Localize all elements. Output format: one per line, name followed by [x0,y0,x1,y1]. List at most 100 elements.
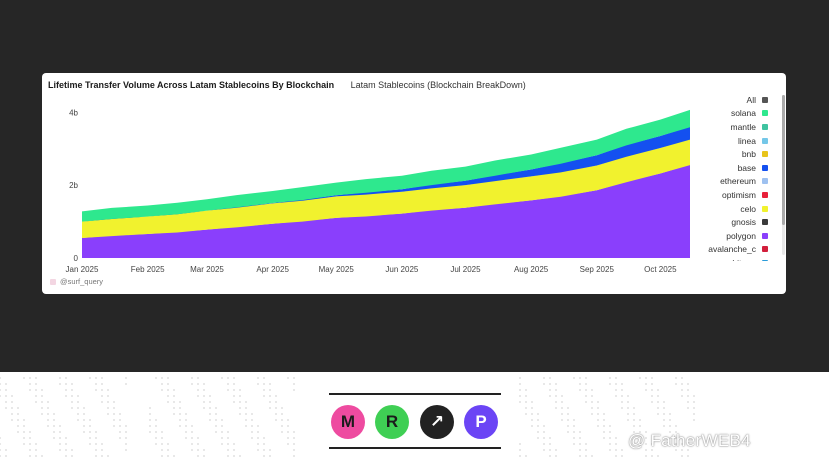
pattern-dot [221,443,223,445]
pattern-dot [167,377,169,379]
pattern-dot [0,377,1,379]
pattern-dot [203,449,205,451]
pattern-dot [645,377,647,379]
legend-swatch [762,96,768,103]
pattern-dot [179,407,181,409]
pattern-dot [0,437,1,439]
pattern-dot [675,431,677,433]
legend-item-celo[interactable]: celo [698,202,782,216]
pattern-dot [597,425,599,427]
legend-swatch [762,151,768,158]
pattern-dot [59,443,61,445]
pattern-dot [281,407,283,409]
legend-label: arbitrum [725,258,756,261]
pattern-dot [59,425,61,427]
pattern-dot [59,377,61,379]
chart-title: Lifetime Transfer Volume Across Latam St… [48,80,335,90]
legend-label: optimism [721,189,756,200]
x-tick-label: Jun 2025 [385,265,418,274]
pattern-dot [251,419,253,421]
x-tick-label: Aug 2025 [514,265,549,274]
pattern-dot [263,437,265,439]
pattern-dot [179,419,181,421]
pattern-dot [71,455,73,457]
pattern-dot [83,431,85,433]
pattern-dot [651,443,653,445]
legend-swatch [762,110,768,117]
legend-item-base[interactable]: base [698,161,782,175]
pattern-dot [651,389,653,391]
pattern-dot [125,431,127,433]
pattern-dot [287,425,289,427]
pattern-dot [615,443,617,445]
pattern-dot [209,407,211,409]
legend-item-bnb[interactable]: bnb [698,147,782,161]
pattern-dot [0,449,1,451]
pattern-dot [555,389,557,391]
legend-item-polygon[interactable]: polygon [698,229,782,243]
pattern-dot [35,395,37,397]
pattern-dot [621,383,623,385]
pattern-dot [149,419,151,421]
pattern-dot [35,443,37,445]
pattern-dot [293,389,295,391]
legend-item-gnosis[interactable]: gnosis [698,215,782,229]
pattern-dot [579,383,581,385]
pattern-dot [573,431,575,433]
pattern-dot [651,455,653,457]
pattern-dot [579,389,581,391]
pattern-dot [107,413,109,415]
pattern-dot [627,401,629,403]
legend-item-arbitrum[interactable]: arbitrum [698,256,782,261]
legend-scrollbar[interactable] [782,95,785,255]
pattern-dot [5,383,7,385]
pattern-dot [675,377,677,379]
pattern-dot [663,419,665,421]
legend-item-mantle[interactable]: mantle [698,120,782,134]
legend-swatch [762,219,768,226]
pattern-dot [23,425,25,427]
legend-item-avalanche_c[interactable]: avalanche_c [698,243,782,257]
pattern-dot [585,383,587,385]
pattern-dot [167,383,169,385]
legend-label: base [737,162,756,173]
legend-item-optimism[interactable]: optimism [698,188,782,202]
pattern-dot [197,443,199,445]
pattern-dot [125,437,127,439]
pattern-dot [657,401,659,403]
pattern-dot [149,407,151,409]
pattern-dot [233,401,235,403]
pattern-dot [101,395,103,397]
pattern-dot [113,419,115,421]
pattern-dot [287,377,289,379]
legend-item-All[interactable]: All [698,93,782,107]
pattern-dot [53,437,55,439]
pattern-dot [519,395,521,397]
pattern-dot [89,425,91,427]
pattern-dot [639,443,641,445]
pattern-dot [561,419,563,421]
legend-item-linea[interactable]: linea [698,134,782,148]
pattern-dot [239,407,241,409]
pattern-dot [5,389,7,391]
pattern-dot [651,395,653,397]
pattern-dot [591,407,593,409]
pattern-dot [59,383,61,385]
pattern-dot [29,449,31,451]
pattern-dot [215,413,217,415]
pattern-dot [89,377,91,379]
pattern-dot [257,425,259,427]
pattern-dot [95,431,97,433]
legend-item-ethereum[interactable]: ethereum [698,175,782,189]
x-tick-label: Oct 2025 [644,265,677,274]
legend-scroll-thumb[interactable] [782,95,785,225]
y-tick-label: 4b [69,108,78,117]
pattern-dot [233,383,235,385]
pattern-dot [687,455,689,457]
pattern-dot [525,395,527,397]
legend-item-solana[interactable]: solana [698,107,782,121]
pattern-dot [119,437,121,439]
pattern-dot [603,425,605,427]
pattern-dot [287,437,289,439]
pattern-dot [167,455,169,457]
